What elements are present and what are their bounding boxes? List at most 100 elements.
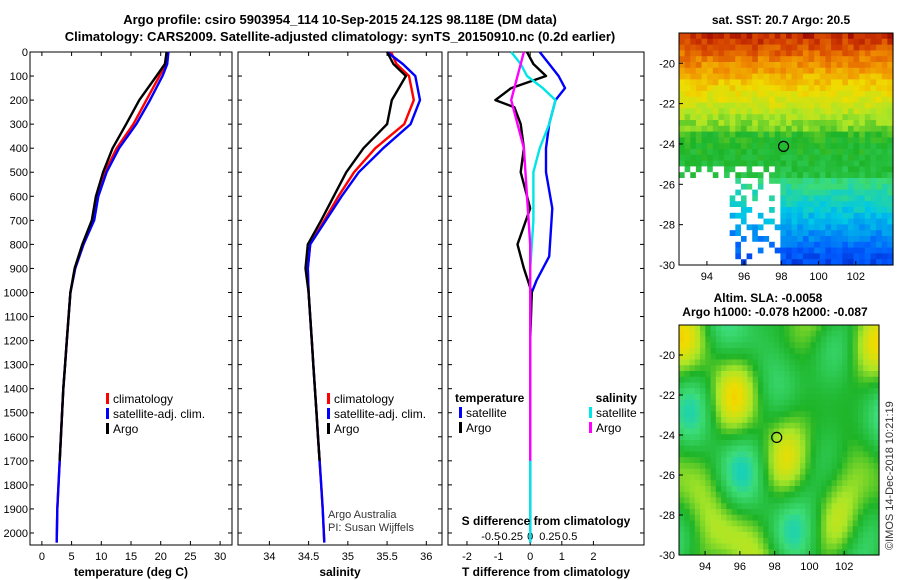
heatmap-cell [847, 330, 854, 338]
heatmap-cell [847, 342, 854, 349]
heatmap-cell [814, 224, 821, 231]
heatmap-cell [821, 434, 827, 441]
heatmap-cell [808, 50, 815, 57]
heatmap-cell [763, 474, 770, 481]
heatmap-cell [859, 178, 866, 185]
heatmap-cell [710, 365, 717, 372]
heatmap-cell [736, 491, 743, 499]
heatmap-cell [842, 330, 849, 338]
heatmap-cell [712, 166, 720, 173]
heatmap-cell [763, 96, 770, 104]
heatmap-cell [870, 154, 877, 162]
heatmap-cell [836, 457, 843, 464]
heatmap-cell [826, 457, 833, 464]
heatmap-cell [700, 417, 706, 424]
heatmap-cell [887, 91, 894, 98]
heatmap-cell [864, 218, 872, 225]
heatmap-cell [705, 457, 712, 464]
heatmap-cell [814, 114, 821, 121]
heatmap-cell [684, 44, 691, 51]
heatmap-cell [876, 154, 883, 162]
heatmap-cell [700, 451, 706, 458]
heatmap-cell [842, 491, 849, 499]
heatmap-cell [836, 33, 843, 40]
heatmap-cell [731, 330, 738, 338]
heatmap-cell [769, 160, 776, 167]
heatmap-cell [789, 509, 796, 516]
heatmap-cell [819, 38, 827, 46]
heatmap-cell [868, 342, 875, 349]
heatmap-cell [815, 330, 822, 338]
heatmap-cell [863, 405, 870, 412]
heatmap-cell [821, 445, 827, 453]
heatmap-cell [821, 376, 827, 384]
heatmap-cell [768, 359, 775, 366]
heatmap-cell [773, 474, 780, 481]
heatmap-cell [881, 44, 888, 51]
sal-legend-satellite: satellite-adj. clim. [334, 407, 426, 421]
heatmap-cell [700, 468, 706, 476]
heatmap-cell [707, 178, 714, 185]
heatmap-cell [757, 503, 764, 510]
heatmap-cell [731, 336, 738, 343]
heatmap-cell [859, 166, 866, 173]
heatmap-cell [873, 543, 880, 550]
heatmap-cell [797, 44, 804, 51]
heatmap-cell [707, 91, 714, 98]
heatmap-cell [757, 131, 765, 138]
heatmap-cell [808, 38, 815, 46]
heatmap-cell [757, 149, 765, 156]
heatmap-cell [731, 325, 738, 332]
heatmap-cell [852, 514, 859, 522]
heatmap-cell [736, 514, 743, 522]
heatmap-cell [746, 125, 753, 133]
heatmap-cell [726, 532, 733, 539]
heatmap-cell [701, 166, 708, 173]
heatmap-cell [695, 160, 703, 167]
heatmap-cell [842, 371, 849, 378]
heatmap-cell [870, 79, 877, 86]
heatmap-cell [831, 143, 838, 150]
heatmap-cell [794, 348, 801, 355]
heatmap-cell [815, 422, 822, 430]
depth-tick-label: 1900 [4, 504, 28, 516]
heatmap-cell [747, 342, 754, 349]
heatmap-cell [857, 388, 864, 395]
heatmap-cell [868, 526, 875, 533]
heatmap-cell [684, 224, 691, 231]
heatmap-cell [819, 166, 827, 173]
heatmap-cell [887, 259, 894, 266]
heatmap-cell [863, 376, 870, 384]
heatmap-cell [679, 189, 686, 196]
heatmap-cell [814, 73, 821, 80]
heatmap-cell [694, 434, 701, 441]
heatmap-cell [810, 509, 817, 516]
heatmap-cell [695, 137, 703, 144]
heatmap-cell [853, 50, 860, 57]
heatmap-cell [701, 178, 708, 185]
heatmap-cell [684, 137, 691, 144]
heatmap-cell [852, 405, 859, 412]
sla-map-title-line2: Argo h1000: -0.078 h2000: -0.087 [682, 305, 868, 319]
heatmap-cell [773, 503, 780, 510]
heatmap-cell [701, 149, 708, 156]
heatmap-cell [729, 33, 736, 40]
heatmap-cell [707, 108, 714, 115]
heatmap-cell [842, 236, 849, 243]
heatmap-cell [836, 108, 843, 115]
heatmap-cell [819, 160, 827, 167]
heatmap-cell [847, 503, 854, 510]
heatmap-cell [847, 428, 854, 435]
heatmap-cell [825, 236, 832, 243]
heatmap-cell [853, 172, 860, 179]
heatmap-cell [701, 143, 708, 150]
heatmap-cell [757, 434, 764, 441]
heatmap-cell [695, 44, 703, 51]
heatmap-cell [679, 108, 686, 115]
heatmap-cell [857, 532, 864, 539]
heatmap-cell [690, 154, 697, 162]
heatmap-cell [847, 463, 854, 470]
heatmap-cell [773, 445, 780, 453]
heatmap-cell [773, 520, 780, 527]
heatmap-cell [769, 137, 776, 144]
